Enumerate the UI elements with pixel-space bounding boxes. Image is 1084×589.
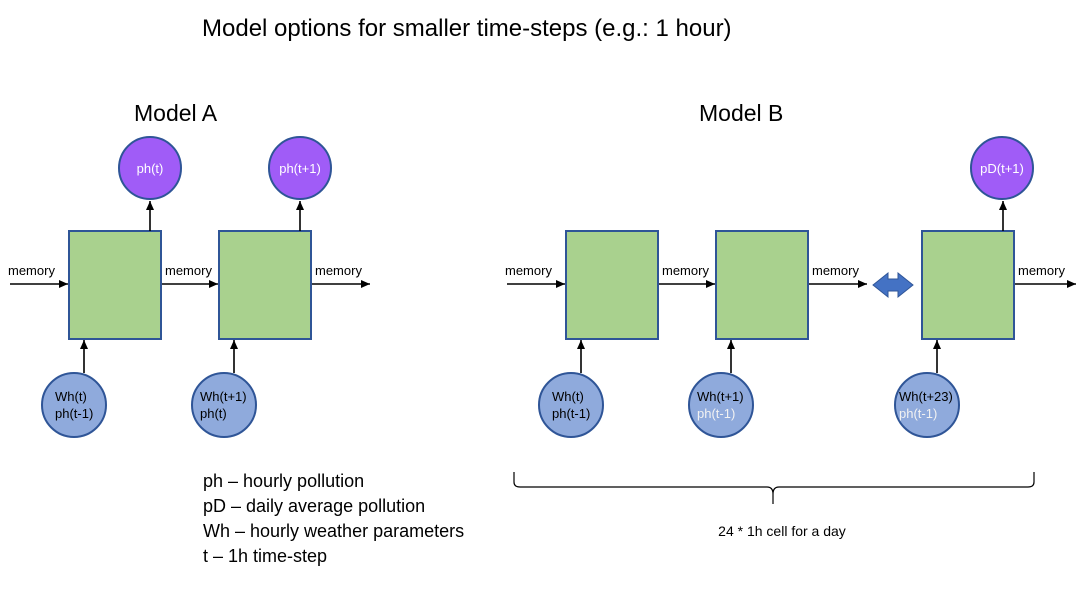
model-a-memory-label-3: memory: [315, 263, 362, 278]
model-a-output-label-1: ph(t): [137, 161, 164, 176]
brace-label: 24 * 1h cell for a day: [718, 523, 846, 539]
model-a-output-label-2: ph(t+1): [279, 161, 321, 176]
model-b-output-label: pD(t+1): [980, 161, 1024, 176]
model-b-cell-24: [921, 230, 1015, 340]
model-b-cell-1: [565, 230, 659, 340]
model-b-input-node-24: [894, 372, 960, 438]
model-a-memory-label-2: memory: [165, 263, 212, 278]
diagram-title: Model options for smaller time-steps (e.…: [202, 15, 732, 42]
model-b-input-1-line1: Wh(t): [552, 389, 584, 404]
model-b-title: Model B: [699, 100, 783, 126]
model-a-input-1-line1: Wh(t): [55, 389, 87, 404]
model-a-memory-label-1: memory: [8, 263, 55, 278]
model-b-input-node-1: [538, 372, 604, 438]
model-a-input-node-1: [41, 372, 107, 438]
model-b-memory-label-4: memory: [1018, 263, 1065, 278]
legend-item-ph: ph – hourly pollution: [203, 471, 364, 491]
model-a-output-node-2: [268, 136, 332, 200]
model-a-input-node-2: [191, 372, 257, 438]
day-brace: [513, 472, 1035, 504]
model-b-cell-2: [715, 230, 809, 340]
legend-item-wh: Wh – hourly weather parameters: [203, 521, 464, 541]
legend-item-t: t – 1h time-step: [203, 546, 327, 566]
model-a-output-node-1: [118, 136, 182, 200]
model-a-cell-2: [218, 230, 312, 340]
model-a-title: Model A: [134, 100, 218, 126]
model-b-input-node-2: [688, 372, 754, 438]
model-b-input-24-line2: ph(t-1): [899, 406, 937, 421]
legend-item-pd: pD – daily average pollution: [203, 496, 425, 516]
model-b-input-2-line1: Wh(t+1): [697, 389, 744, 404]
model-a-input-2-line1: Wh(t+1): [200, 389, 247, 404]
model-a-cell-1: [68, 230, 162, 340]
double-arrow-icon: [872, 271, 914, 299]
model-b-memory-label-1: memory: [505, 263, 552, 278]
model-b-memory-label-3: memory: [812, 263, 859, 278]
model-b-input-24-line1: Wh(t+23): [899, 389, 953, 404]
model-b-output-node: [970, 136, 1034, 200]
model-b-input-2-line2: ph(t-1): [697, 406, 735, 421]
model-a-input-2-line2: ph(t): [200, 406, 227, 421]
model-b-memory-label-2: memory: [662, 263, 709, 278]
model-a-input-1-line2: ph(t-1): [55, 406, 93, 421]
model-b-input-1-line2: ph(t-1): [552, 406, 590, 421]
